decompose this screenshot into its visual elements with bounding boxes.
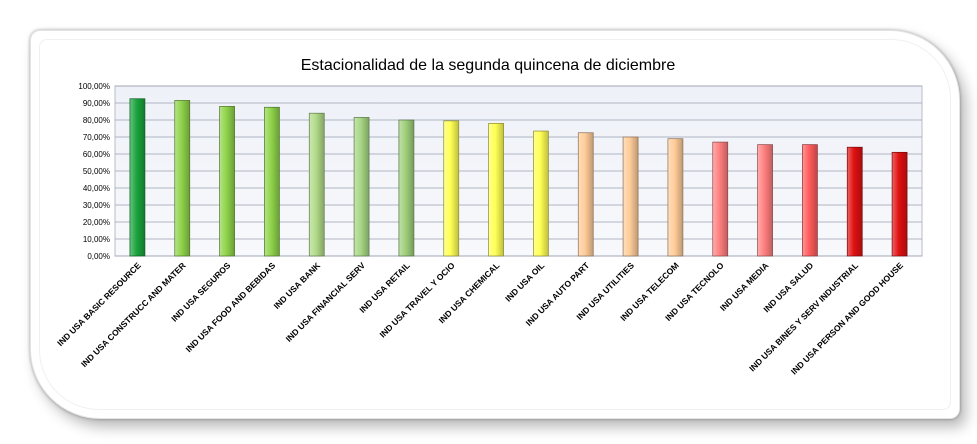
bar-3 <box>219 106 235 257</box>
bar-1 <box>129 98 146 257</box>
bar-4 <box>264 106 280 257</box>
y-tick-label: 70,00% <box>83 133 110 142</box>
y-tick-label: 40,00% <box>83 184 110 193</box>
bar-17 <box>846 146 863 257</box>
bar-5 <box>308 112 325 257</box>
bar-8 <box>443 120 460 257</box>
y-tick-label: 60,00% <box>83 150 110 159</box>
bar-2 <box>174 100 191 257</box>
y-tick-label: 80,00% <box>83 116 110 125</box>
x-tick-label: IND USA FINANCIAL SERV <box>284 260 368 344</box>
y-tick-label: 50,00% <box>83 167 110 176</box>
bar-14 <box>712 141 729 257</box>
y-tick-label: 30,00% <box>83 201 110 210</box>
y-tick-label: 10,00% <box>83 235 110 244</box>
bar-9 <box>488 123 504 257</box>
bar-13 <box>667 138 684 257</box>
y-tick-label: 100,00% <box>78 82 110 91</box>
bar-10 <box>533 130 549 257</box>
bar-12 <box>622 136 639 257</box>
x-tick-label: IND USA OIL <box>503 260 546 303</box>
bar-15 <box>757 144 773 257</box>
bar-6 <box>353 117 370 257</box>
x-tick-label: IND USA BANK <box>272 260 323 311</box>
x-tick-label: IND USA FOOD AND BEBIDAS <box>184 260 278 354</box>
x-tick-label: IND USA TRAVEL Y OCIO <box>377 260 456 339</box>
y-tick-label: 0,00% <box>87 252 110 261</box>
y-tick-label: 90,00% <box>83 99 110 108</box>
bar-16 <box>802 144 818 257</box>
chart-title: Estacionalidad de la segunda quincena de… <box>301 57 676 74</box>
bar-18 <box>891 151 908 257</box>
bar-11 <box>577 132 594 257</box>
x-tick-label: IND USA BASIC RESOURCE <box>55 260 143 348</box>
bar-7 <box>398 119 415 257</box>
y-tick-label: 20,00% <box>83 218 110 227</box>
